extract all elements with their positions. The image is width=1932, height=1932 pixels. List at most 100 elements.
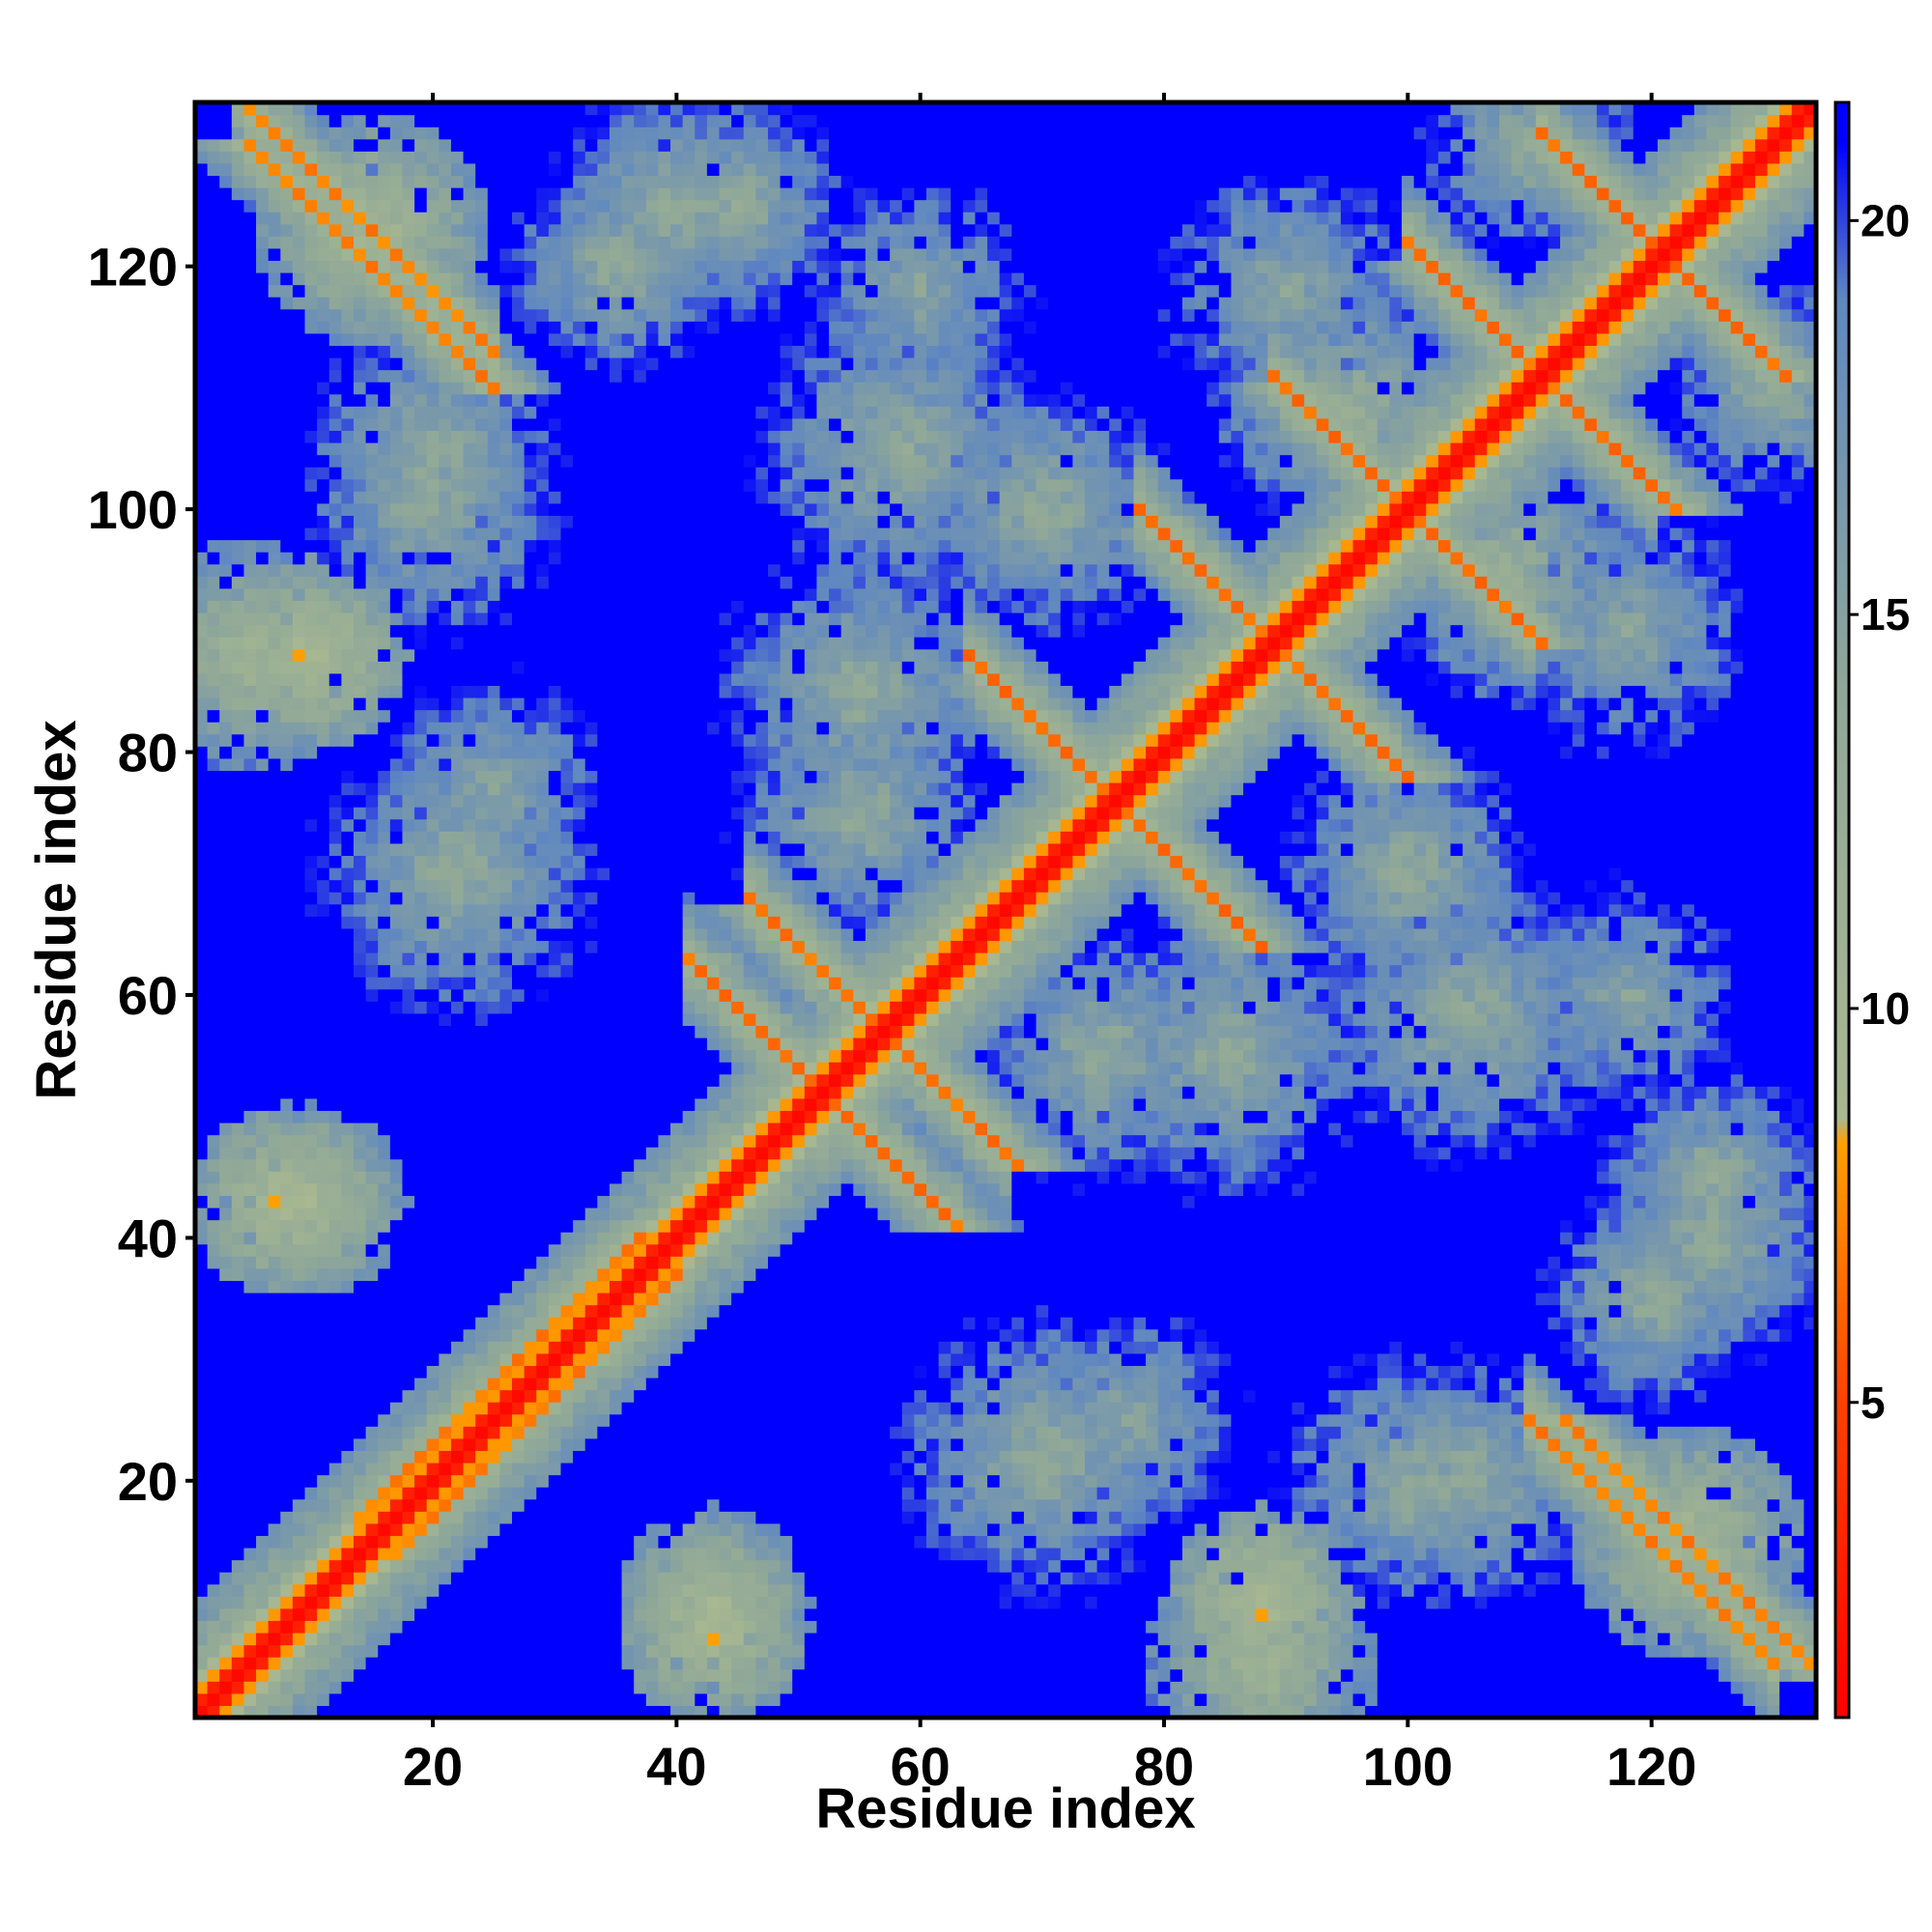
heatmap-cell <box>256 1305 269 1318</box>
heatmap-cell <box>610 1426 622 1438</box>
heatmap-cell <box>402 442 414 455</box>
heatmap-cell <box>573 1062 585 1074</box>
heatmap-cell <box>561 163 574 176</box>
heatmap-cell <box>451 357 464 370</box>
heatmap-cell <box>243 455 256 468</box>
heatmap-cell <box>208 1365 220 1378</box>
heatmap-cell <box>549 625 561 638</box>
heatmap-cell <box>219 1523 232 1536</box>
heatmap-cell <box>208 163 220 176</box>
heatmap-cell <box>243 479 256 492</box>
heatmap-cell <box>269 139 281 152</box>
heatmap-cell <box>402 479 414 492</box>
heatmap-cell <box>573 1402 585 1414</box>
heatmap-cell <box>439 977 451 989</box>
heatmap-cell <box>219 1608 232 1621</box>
heatmap-cell <box>414 564 427 577</box>
heatmap-cell <box>499 394 512 407</box>
heatmap-cell <box>585 892 598 904</box>
heatmap-cell <box>243 333 256 346</box>
heatmap-cell <box>366 1669 379 1682</box>
heatmap-cell <box>402 127 414 139</box>
heatmap-cell <box>427 1669 440 1682</box>
heatmap-cell <box>354 770 366 782</box>
heatmap-cell <box>305 1256 318 1268</box>
heatmap-cell <box>573 297 585 309</box>
heatmap-cell <box>525 770 537 782</box>
heatmap-cell <box>256 1220 269 1233</box>
heatmap-cell <box>256 1378 269 1390</box>
heatmap-cell <box>549 406 561 418</box>
heatmap-cell <box>585 1499 598 1512</box>
heatmap-cell <box>402 1098 414 1111</box>
heatmap-cell <box>573 1548 585 1560</box>
heatmap-cell <box>243 892 256 904</box>
heatmap-cell <box>354 734 366 747</box>
heatmap-cell <box>585 831 598 843</box>
heatmap-cell <box>512 515 525 527</box>
heatmap-cell <box>536 625 549 638</box>
heatmap-cell <box>464 418 476 431</box>
heatmap-cell <box>597 321 610 333</box>
heatmap-cell <box>475 612 488 625</box>
heatmap-cell <box>610 977 622 989</box>
heatmap-cell <box>219 612 232 625</box>
heatmap-cell <box>549 1147 561 1159</box>
heatmap-cell <box>573 1523 585 1536</box>
heatmap-cell <box>256 260 269 272</box>
heatmap-cell <box>390 1329 403 1342</box>
heatmap-cell <box>256 855 269 867</box>
heatmap-cell <box>378 1645 390 1658</box>
heatmap-cell <box>390 1608 403 1621</box>
heatmap-cell <box>269 1098 281 1111</box>
heatmap-cell <box>622 1244 635 1257</box>
heatmap-cell <box>317 1147 329 1159</box>
heatmap-cell <box>536 928 549 941</box>
heatmap-cell <box>634 843 646 856</box>
heatmap-cell <box>219 600 232 612</box>
heatmap-cell <box>439 625 451 638</box>
heatmap-cell <box>243 916 256 928</box>
heatmap-cell <box>208 527 220 540</box>
heatmap-cell <box>317 1511 329 1523</box>
heatmap-cell <box>561 442 574 455</box>
heatmap-cell <box>536 491 549 503</box>
heatmap-cell <box>378 855 390 867</box>
heatmap-cell <box>269 382 281 394</box>
heatmap-cell <box>464 734 476 747</box>
heatmap-cell <box>536 1633 549 1645</box>
heatmap-cell <box>208 1050 220 1063</box>
heatmap-cell <box>208 1341 220 1353</box>
heatmap-cell <box>597 467 610 479</box>
heatmap-cell <box>475 127 488 139</box>
heatmap-cell <box>610 855 622 867</box>
heatmap-cell <box>622 297 635 309</box>
heatmap-cell <box>402 1159 414 1172</box>
heatmap-cell <box>451 600 464 612</box>
heatmap-cell <box>378 345 390 357</box>
heatmap-cell <box>341 200 354 213</box>
heatmap-cell <box>525 1365 537 1378</box>
heatmap-cell <box>341 491 354 503</box>
heatmap-cell <box>488 1195 500 1208</box>
heatmap-cell <box>549 600 561 612</box>
heatmap-cell <box>488 115 500 128</box>
heatmap-cell <box>561 1074 574 1087</box>
heatmap-cell <box>232 673 244 686</box>
heatmap-cell <box>208 248 220 261</box>
heatmap-cell <box>280 248 293 261</box>
heatmap-cell <box>525 1268 537 1281</box>
heatmap-cell <box>634 1463 646 1475</box>
heatmap-cell <box>573 1426 585 1438</box>
heatmap-cell <box>256 734 269 747</box>
heatmap-cell <box>232 1463 244 1475</box>
heatmap-cell <box>293 1244 305 1257</box>
heatmap-cell <box>439 710 451 723</box>
heatmap-cell <box>305 527 318 540</box>
heatmap-cell <box>366 479 379 492</box>
heatmap-cell <box>390 406 403 418</box>
heatmap-cell <box>597 430 610 442</box>
heatmap-cell <box>402 1584 414 1597</box>
heatmap-cell <box>475 1560 488 1573</box>
heatmap-cell <box>646 1608 659 1621</box>
